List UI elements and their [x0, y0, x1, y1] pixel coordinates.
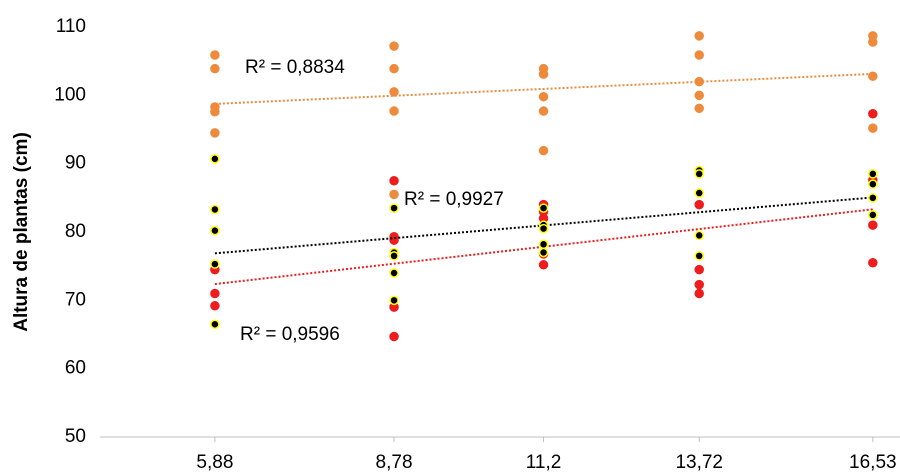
- y-tick-label: 80: [65, 221, 86, 242]
- data-point: [694, 288, 704, 299]
- data-point: [210, 204, 220, 215]
- data-point: [694, 103, 704, 114]
- data-point: [868, 210, 878, 220]
- data-point: [868, 258, 878, 268]
- data-point: [389, 295, 399, 306]
- data-point: [210, 259, 220, 269]
- data-point: [868, 179, 878, 189]
- data-point: [210, 225, 220, 236]
- data-point: [694, 76, 704, 87]
- r-squared-label: R² = 0,8834: [245, 57, 345, 78]
- data-point: [210, 106, 220, 117]
- data-point: [868, 220, 878, 230]
- trendline: [214, 72, 873, 105]
- data-point: [538, 239, 549, 250]
- data-point: [538, 91, 549, 102]
- y-tick-label: 110: [56, 16, 86, 37]
- data-point: [694, 230, 704, 241]
- data-point: [389, 203, 399, 213]
- data-point: [389, 268, 399, 278]
- data-point: [538, 203, 549, 213]
- data-point: [694, 264, 704, 275]
- r-squared-label: R² = 0,9927: [404, 189, 504, 210]
- data-point: [868, 123, 878, 133]
- data-point: [868, 109, 878, 119]
- data-point: [538, 260, 549, 270]
- data-point: [210, 63, 220, 74]
- y-tick-label: 100: [54, 84, 86, 105]
- data-point: [694, 188, 704, 198]
- data-point: [868, 71, 878, 81]
- data-point: [389, 176, 399, 186]
- x-tick-label: 13,72: [675, 452, 723, 473]
- data-point: [538, 247, 549, 258]
- data-point: [210, 128, 220, 138]
- data-point: [538, 223, 549, 234]
- data-point: [389, 41, 399, 51]
- data-point: [389, 189, 399, 200]
- data-point: [210, 319, 220, 329]
- data-point: [538, 145, 549, 156]
- x-tick-label: 5,88: [196, 452, 233, 473]
- data-point: [868, 169, 878, 179]
- data-point: [694, 279, 704, 290]
- data-point: [389, 63, 399, 74]
- data-point: [694, 199, 704, 210]
- data-point: [210, 154, 220, 164]
- data-point: [694, 169, 704, 179]
- y-tick-label: 50: [65, 426, 86, 447]
- x-tick-label: 11,2: [526, 452, 562, 473]
- data-point: [389, 331, 399, 342]
- data-point: [694, 90, 704, 101]
- x-tick-label: 8,78: [376, 452, 413, 473]
- data-point: [694, 251, 704, 261]
- y-tick-label: 60: [65, 358, 86, 379]
- data-point: [694, 31, 704, 41]
- data-point: [210, 288, 220, 299]
- y-axis-label: Altura de plantas (cm): [11, 132, 32, 332]
- x-tick-label: 16,53: [849, 452, 897, 473]
- data-point: [538, 106, 549, 116]
- r-squared-label: R² = 0,9596: [240, 324, 340, 345]
- data-point: [210, 301, 220, 311]
- data-point: [868, 37, 878, 47]
- data-point: [389, 106, 399, 116]
- y-tick-label: 90: [65, 153, 86, 174]
- data-point: [389, 87, 399, 97]
- data-point: [868, 193, 878, 203]
- data-point: [210, 50, 220, 60]
- y-tick-label: 70: [65, 289, 86, 310]
- data-point: [389, 251, 399, 261]
- data-point: [538, 69, 549, 79]
- data-point: [694, 50, 704, 60]
